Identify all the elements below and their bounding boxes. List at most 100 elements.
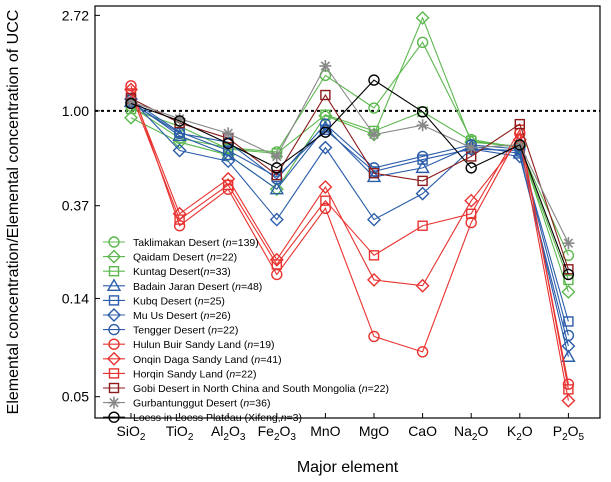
legend-marker bbox=[108, 396, 120, 409]
data-point bbox=[514, 139, 526, 151]
y-tick-label: 0.37 bbox=[62, 198, 89, 214]
series-5 bbox=[124, 92, 576, 354]
legend-marker bbox=[108, 411, 120, 423]
x-tick-label: TiO2 bbox=[166, 423, 194, 443]
x-tick-label: K2O bbox=[507, 423, 533, 443]
data-point bbox=[269, 182, 284, 197]
data-point bbox=[318, 140, 333, 155]
data-point bbox=[464, 193, 479, 208]
data-point bbox=[415, 186, 430, 201]
data-point bbox=[124, 110, 138, 125]
data-point bbox=[221, 154, 236, 169]
legend-item: Qaidam Desert (n=22) bbox=[103, 249, 237, 264]
data-point bbox=[319, 59, 332, 72]
data-point bbox=[174, 214, 185, 225]
y-tick-label: 0.05 bbox=[62, 389, 89, 405]
data-point bbox=[416, 106, 429, 118]
series-0 bbox=[125, 36, 575, 262]
series-line bbox=[130, 99, 569, 322]
data-point bbox=[173, 127, 186, 140]
data-point bbox=[318, 180, 333, 195]
x-tick-label: MnO bbox=[310, 423, 340, 439]
data-point bbox=[368, 330, 380, 343]
data-point bbox=[368, 250, 380, 261]
x-tick-label: Na2O bbox=[454, 423, 488, 443]
series-line bbox=[130, 93, 569, 390]
series-line bbox=[130, 41, 569, 256]
legend: Taklimakan Desert (n=139) Qaidam Desert (… bbox=[103, 236, 389, 424]
legend-label: Mu Us Desert (n=26) bbox=[133, 310, 231, 322]
data-point bbox=[562, 268, 575, 281]
data-point bbox=[561, 349, 576, 362]
legend-item: Loess in Loess Plateau (Xifeng,n=3) bbox=[103, 411, 302, 424]
legend-item: Horqin Sandy Land (n=22) bbox=[103, 368, 256, 380]
y-tick-label: 0.14 bbox=[62, 290, 89, 306]
data-point bbox=[367, 212, 381, 227]
data-point bbox=[172, 128, 187, 141]
data-point bbox=[367, 272, 381, 287]
data-point bbox=[173, 115, 186, 127]
y-tick-label: 1.00 bbox=[62, 103, 89, 119]
x-tick-label: P2O5 bbox=[553, 423, 585, 443]
x-tick-label: Fe2O3 bbox=[258, 423, 297, 443]
legend-marker bbox=[107, 308, 121, 322]
legend-label: Badain Jaran Desert (n=48) bbox=[133, 281, 262, 293]
data-point bbox=[222, 137, 234, 150]
data-point bbox=[416, 119, 429, 132]
legend-marker bbox=[108, 338, 120, 350]
data-point bbox=[514, 118, 525, 130]
legend-item: Hulun Buir Sandy Land (n=19) bbox=[103, 338, 275, 351]
data-point bbox=[466, 208, 477, 219]
data-point bbox=[271, 259, 282, 270]
data-point bbox=[563, 274, 574, 286]
legend-item: Kuntag Desert(n=33) bbox=[103, 266, 231, 278]
legend-item: Onqin Daga Sandy Land (n=41) bbox=[103, 351, 282, 366]
data-point bbox=[563, 316, 574, 327]
data-point bbox=[270, 150, 283, 163]
legend-label: Taklimakan Desert (n=139) bbox=[133, 237, 259, 249]
data-point bbox=[125, 97, 137, 110]
data-point bbox=[417, 175, 428, 187]
legend-marker bbox=[108, 368, 120, 379]
data-point bbox=[415, 160, 430, 174]
series-line bbox=[130, 89, 569, 401]
x-tick-label: Al2O3 bbox=[211, 423, 246, 443]
x-tick-label: MgO bbox=[359, 423, 389, 439]
data-point bbox=[417, 220, 428, 231]
data-point bbox=[319, 126, 332, 138]
data-point bbox=[563, 384, 574, 395]
data-point bbox=[320, 195, 331, 206]
data-point bbox=[368, 168, 380, 179]
legend-item: Badain Jaran Desert (n=48) bbox=[103, 278, 262, 293]
legend-item: Mu Us Desert (n=26) bbox=[103, 308, 231, 322]
legend-marker bbox=[107, 351, 121, 366]
data-point bbox=[222, 179, 234, 191]
data-point bbox=[319, 202, 332, 215]
data-point bbox=[368, 74, 380, 86]
data-point bbox=[368, 128, 380, 141]
series-line bbox=[130, 93, 569, 270]
legend-item: Gobi Desert in North China and South Mon… bbox=[103, 382, 389, 395]
data-point bbox=[124, 82, 138, 97]
data-point bbox=[271, 162, 283, 174]
series-line bbox=[130, 64, 569, 244]
data-point bbox=[319, 118, 332, 130]
legend-label: Kuntag Desert(n=33) bbox=[133, 266, 231, 278]
data-point bbox=[172, 143, 187, 158]
data-point bbox=[220, 147, 236, 161]
legend-marker bbox=[108, 236, 120, 248]
data-point bbox=[415, 10, 430, 25]
data-point bbox=[562, 329, 575, 342]
legend-label: Loess in Loess Plateau (Xifeng,n=3) bbox=[133, 412, 302, 424]
x-axis-label: Major element bbox=[297, 459, 399, 476]
data-point bbox=[561, 339, 576, 354]
data-point bbox=[271, 169, 282, 181]
legend-marker bbox=[106, 278, 122, 291]
data-point bbox=[416, 346, 429, 358]
series-line bbox=[130, 79, 569, 275]
legend-label: Gobi Desert in North China and South Mon… bbox=[133, 383, 389, 395]
data-point bbox=[269, 181, 285, 195]
data-point bbox=[561, 393, 576, 408]
data-point bbox=[465, 162, 477, 174]
